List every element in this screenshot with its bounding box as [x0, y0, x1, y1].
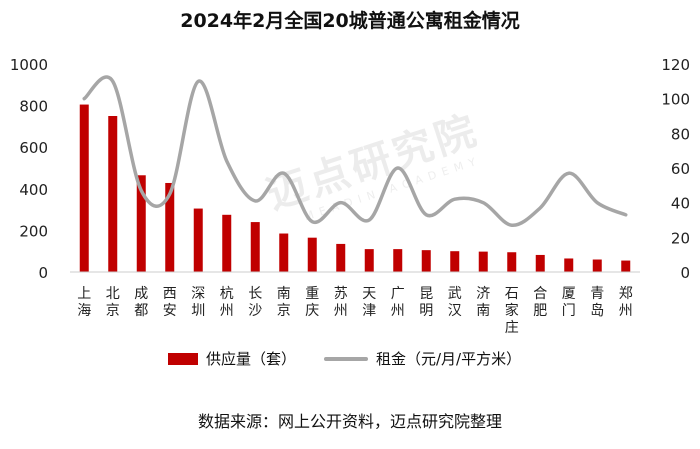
bar-5 — [193, 208, 203, 272]
bar-3 — [136, 175, 146, 272]
x-axis-label: 北京 — [106, 286, 120, 319]
legend-label-supply: 供应量（套） — [206, 350, 297, 368]
right-axis-tick: 120 — [661, 56, 690, 74]
x-axis-label: 厦门 — [562, 286, 576, 319]
bar-7 — [250, 222, 260, 272]
rent-line — [82, 75, 628, 227]
right-axis-tick: 20 — [671, 229, 690, 247]
x-axis-label: 青岛 — [590, 286, 604, 319]
bar-10 — [336, 243, 346, 272]
bar-1 — [79, 104, 89, 272]
left-axis-tick: 800 — [19, 98, 48, 116]
bar-11 — [364, 249, 374, 272]
left-axis-tick: 1000 — [10, 56, 48, 74]
right-axis-tick: 60 — [671, 160, 690, 178]
bar-15 — [478, 251, 488, 272]
left-axis-tick: 0 — [38, 264, 48, 282]
x-axis-label: 天津 — [362, 286, 376, 319]
x-axis-label: 苏州 — [334, 286, 348, 319]
legend-swatch-bar — [168, 352, 198, 365]
right-axis-tick: 80 — [671, 125, 690, 143]
x-axis-label: 广州 — [391, 286, 405, 319]
right-axis-tick: 0 — [680, 264, 690, 282]
bar-14 — [450, 251, 460, 272]
right-axis-tick: 100 — [661, 91, 690, 109]
right-axis-tick: 40 — [671, 195, 690, 213]
chart-title: 2024年2月全国20城普通公寓租金情况 — [180, 10, 520, 32]
bar-17 — [535, 254, 545, 272]
legend-item-supply: 供应量（套） — [168, 348, 296, 369]
left-axis-tick: 600 — [19, 139, 48, 157]
x-axis-label: 成都 — [134, 286, 148, 319]
x-axis-label: 西安 — [163, 286, 177, 319]
x-axis-label: 上海 — [77, 286, 91, 319]
x-axis-label: 杭州 — [220, 286, 234, 319]
legend-swatch-line — [324, 356, 368, 361]
bar-20 — [621, 260, 631, 272]
legend-label-rent: 租金（元/月/平方米） — [376, 350, 522, 368]
bar-4 — [165, 182, 175, 272]
x-axis-label: 武汉 — [448, 286, 462, 319]
x-axis-label: 郑州 — [619, 286, 633, 319]
bar-6 — [222, 214, 232, 272]
bar-8 — [279, 233, 289, 272]
left-axis-tick: 200 — [19, 222, 48, 240]
x-axis-label: 深圳 — [191, 286, 205, 319]
x-axis-label: 重庆 — [305, 286, 319, 319]
x-axis-label: 济南 — [476, 286, 490, 319]
bar-12 — [393, 249, 403, 272]
bar-2 — [108, 116, 118, 272]
bar-19 — [592, 259, 602, 272]
chart-legend: 供应量（套） 租金（元/月/平方米） — [0, 348, 700, 374]
x-axis-label: 石家庄 — [505, 286, 519, 336]
bar-16 — [507, 252, 517, 272]
x-axis-label: 合肥 — [533, 286, 547, 319]
x-axis-label: 昆明 — [419, 286, 433, 319]
bar-13 — [421, 250, 431, 272]
bar-9 — [307, 237, 317, 272]
legend-item-rent: 租金（元/月/平方米） — [324, 348, 521, 369]
source-note: 数据来源：网上公开资料，迈点研究院整理 — [197, 412, 502, 431]
x-axis-label: 南京 — [277, 286, 291, 319]
chart-canvas: 0 200 400 600 800 1000 0 20 40 60 80 100 120 上海北京成都西安… — [10, 56, 690, 336]
x-axis-label: 长沙 — [248, 286, 262, 319]
left-axis-tick: 400 — [19, 181, 48, 199]
bar-18 — [564, 258, 574, 272]
